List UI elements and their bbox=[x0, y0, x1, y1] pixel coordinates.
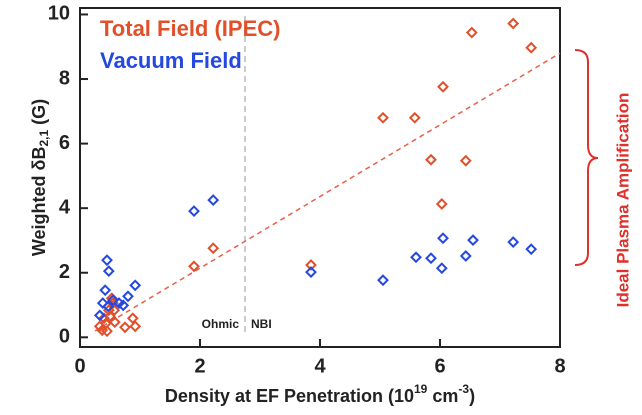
data-point bbox=[459, 154, 472, 167]
data-point bbox=[459, 250, 472, 262]
y-tick-label: 2 bbox=[59, 261, 70, 283]
y-tick-label: 8 bbox=[59, 67, 70, 89]
data-point bbox=[467, 234, 479, 247]
data-point bbox=[96, 297, 109, 310]
data-point bbox=[435, 198, 448, 210]
data-point bbox=[525, 41, 538, 54]
y-tick-label: 6 bbox=[59, 132, 70, 154]
data-point bbox=[102, 300, 115, 313]
y-axis-label: Weighted δB2,1 (G) bbox=[29, 99, 51, 256]
trend-line bbox=[94, 52, 561, 332]
x-tick-label: 6 bbox=[434, 355, 445, 377]
legend-entry: Total Field (IPEC) bbox=[100, 16, 280, 41]
data-point bbox=[305, 266, 317, 279]
x-tick-label: 2 bbox=[194, 355, 205, 377]
data-point bbox=[425, 153, 437, 166]
data-point bbox=[188, 205, 200, 217]
x-axis-label-part: ) bbox=[469, 386, 475, 406]
data-point bbox=[207, 242, 220, 255]
data-point bbox=[122, 290, 134, 303]
data-point bbox=[93, 320, 106, 333]
data-point bbox=[377, 274, 389, 287]
data-point bbox=[98, 312, 110, 325]
data-point bbox=[93, 309, 106, 322]
data-point bbox=[305, 259, 317, 271]
data-point bbox=[435, 262, 448, 275]
data-point bbox=[507, 17, 520, 30]
x-tick-label: 0 bbox=[74, 355, 85, 377]
y-axis-label-part: 2,1 bbox=[37, 130, 51, 147]
legend-entry: Vacuum Field bbox=[100, 48, 242, 73]
data-point bbox=[99, 284, 112, 297]
data-point bbox=[207, 194, 220, 207]
data-point bbox=[410, 251, 422, 264]
y-axis-label-part: (G) bbox=[29, 99, 49, 130]
data-point bbox=[507, 236, 520, 248]
data-point bbox=[107, 294, 119, 307]
y-tick-label: 0 bbox=[59, 326, 70, 348]
data-point bbox=[525, 243, 538, 256]
data-point bbox=[188, 260, 200, 273]
x-axis-label-part: 19 bbox=[414, 382, 428, 396]
data-point bbox=[101, 325, 113, 338]
data-point bbox=[408, 111, 421, 124]
data-point bbox=[108, 316, 121, 329]
data-point bbox=[377, 111, 389, 124]
x-tick-label: 4 bbox=[314, 355, 326, 377]
x-axis-label-part: cm bbox=[427, 386, 458, 406]
data-point bbox=[102, 265, 115, 278]
data-point bbox=[129, 279, 142, 292]
data-point bbox=[119, 321, 131, 334]
region-label: Ohmic bbox=[202, 317, 240, 331]
x-axis-label-part: -3 bbox=[458, 382, 469, 396]
x-axis-label: Density at EF Penetration (1019 cm-3) bbox=[165, 382, 475, 406]
data-point bbox=[425, 252, 437, 265]
x-tick-label: 8 bbox=[554, 355, 565, 377]
data-point bbox=[101, 254, 113, 267]
y-axis-label-part: Weighted δB bbox=[29, 147, 49, 257]
x-axis-label-part: Density at EF Penetration (10 bbox=[165, 386, 414, 406]
bracket bbox=[574, 49, 599, 266]
data-point bbox=[117, 299, 130, 312]
data-point bbox=[126, 312, 139, 325]
data-point bbox=[437, 232, 449, 245]
y-tick-label: 4 bbox=[59, 196, 71, 218]
region-label: NBI bbox=[251, 317, 272, 331]
data-point bbox=[465, 26, 478, 39]
bracket-label: Ideal Plasma Amplification bbox=[613, 93, 632, 308]
data-point bbox=[437, 80, 449, 93]
data-point bbox=[129, 320, 142, 333]
y-tick-label: 10 bbox=[48, 3, 70, 25]
